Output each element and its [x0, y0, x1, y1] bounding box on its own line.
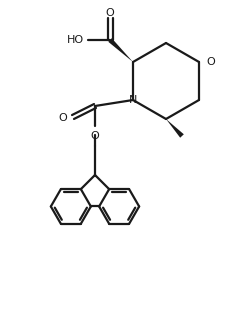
Text: O: O	[90, 131, 100, 141]
Polygon shape	[166, 119, 184, 138]
Polygon shape	[108, 38, 133, 62]
Text: O: O	[206, 57, 215, 67]
Text: O: O	[58, 113, 67, 123]
Text: O: O	[106, 8, 114, 18]
Text: HO: HO	[67, 35, 84, 45]
Text: N: N	[129, 95, 137, 105]
